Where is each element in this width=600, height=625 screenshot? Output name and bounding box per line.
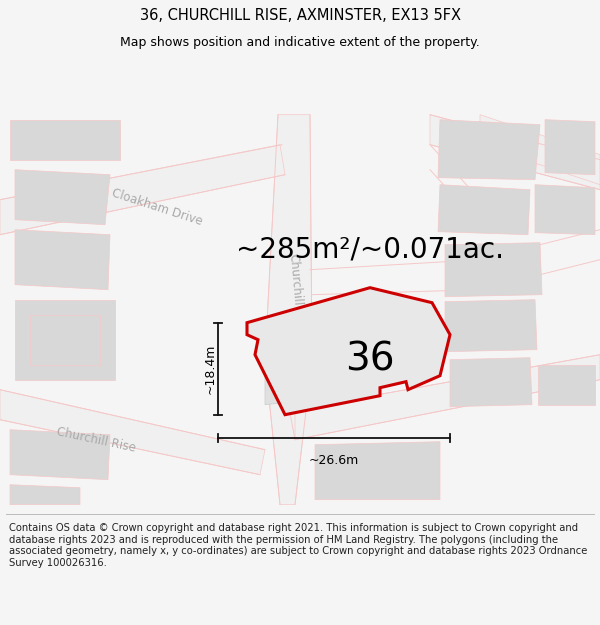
Polygon shape	[538, 364, 595, 405]
Polygon shape	[445, 299, 537, 352]
Text: 36, CHURCHILL RISE, AXMINSTER, EX13 5FX: 36, CHURCHILL RISE, AXMINSTER, EX13 5FX	[139, 8, 461, 23]
Polygon shape	[15, 229, 110, 290]
Text: Cloakham Drive: Cloakham Drive	[110, 187, 204, 229]
Polygon shape	[30, 315, 100, 364]
Polygon shape	[0, 390, 265, 475]
Polygon shape	[535, 185, 595, 234]
Polygon shape	[545, 120, 595, 174]
Polygon shape	[480, 115, 600, 185]
Polygon shape	[295, 355, 600, 440]
Polygon shape	[265, 115, 312, 505]
Polygon shape	[450, 357, 532, 407]
Polygon shape	[15, 299, 115, 379]
Text: 36: 36	[345, 341, 395, 379]
Polygon shape	[10, 485, 80, 505]
Polygon shape	[0, 144, 285, 234]
Text: Churchill: Churchill	[286, 253, 304, 306]
Polygon shape	[265, 325, 360, 405]
Text: Map shows position and indicative extent of the property.: Map shows position and indicative extent…	[120, 36, 480, 49]
Polygon shape	[10, 120, 120, 159]
Polygon shape	[247, 288, 450, 415]
Polygon shape	[430, 115, 600, 190]
Polygon shape	[438, 185, 530, 234]
Polygon shape	[10, 430, 110, 480]
Text: Churchill Rise: Churchill Rise	[55, 425, 137, 454]
Polygon shape	[438, 120, 540, 180]
Polygon shape	[15, 169, 110, 224]
Text: Contains OS data © Crown copyright and database right 2021. This information is : Contains OS data © Crown copyright and d…	[9, 523, 587, 568]
Polygon shape	[445, 242, 542, 297]
Text: ~18.4m: ~18.4m	[203, 344, 217, 394]
Polygon shape	[315, 442, 440, 500]
Text: ~285m²/~0.071ac.: ~285m²/~0.071ac.	[236, 236, 504, 264]
Text: ~26.6m: ~26.6m	[309, 454, 359, 467]
